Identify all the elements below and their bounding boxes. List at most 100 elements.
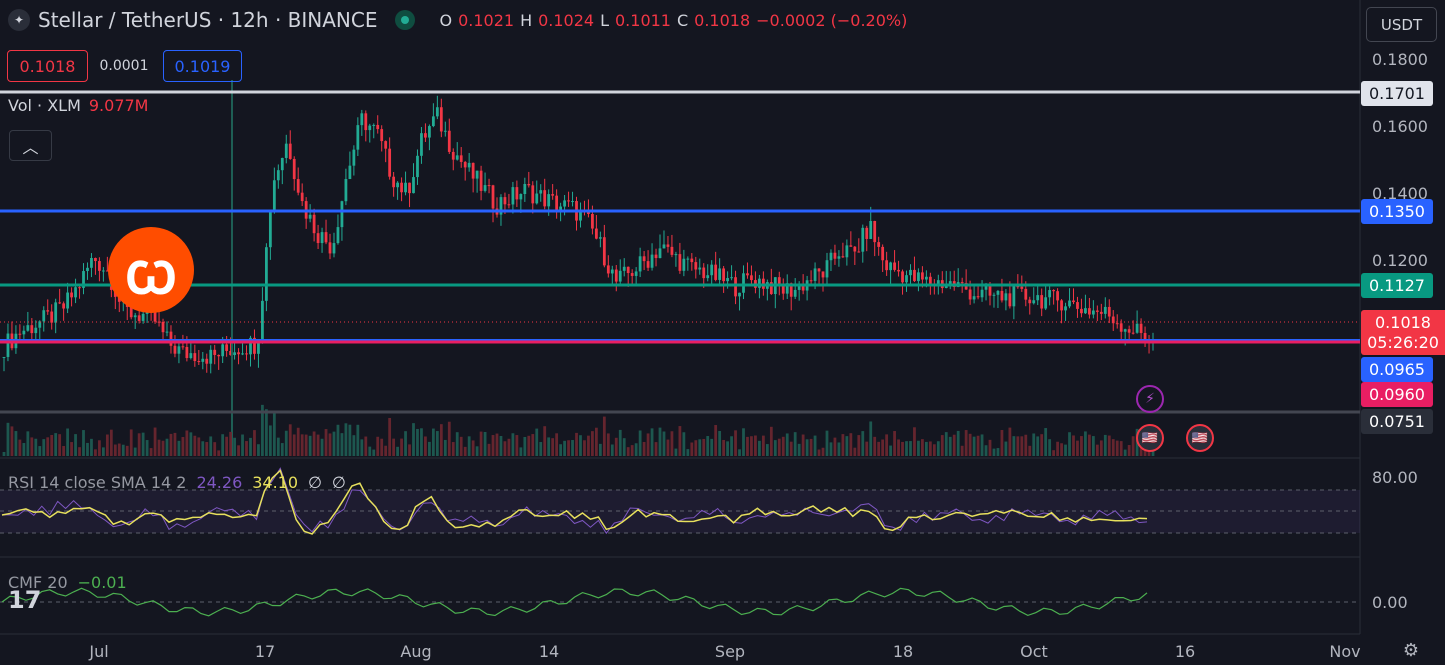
volume-bar [913,427,916,456]
candle-body [853,246,857,252]
candle-body [857,251,861,253]
candle-body [185,347,189,359]
candle-body [881,246,885,261]
volume-bar [869,421,873,456]
candle-body [173,345,177,354]
candle-body [133,315,137,318]
collapse-legend-button[interactable]: ︿ [9,130,52,161]
candle-body [201,358,205,362]
bar-countdown: 05:26:20 [1367,332,1439,352]
volume-bar [674,448,678,456]
candle-body [869,220,873,239]
level-tag-blue-2: 0.0965 [1361,357,1433,382]
us-flag-icon[interactable]: 🇺🇸 [1186,424,1214,452]
candle-body [913,269,916,282]
volume-bar [209,436,213,456]
volume-bar [125,445,129,456]
candle-body [686,258,690,260]
volume-bar [447,421,451,456]
candle-body [101,270,105,272]
volume-bar [575,432,578,456]
volume-bar [10,426,14,456]
lightning-icon[interactable]: ⚡ [1136,385,1164,413]
volume-bar [583,440,586,456]
candle-body [539,190,543,194]
settings-gear-icon[interactable]: ⚙ [1402,639,1420,661]
candle-body [70,292,73,298]
volume-bar [26,431,30,456]
volume-bar [428,441,431,456]
candle-body [467,162,471,168]
candle-body [447,130,451,152]
volume-bar [563,440,566,456]
candle-body [161,321,165,333]
candle-body [332,243,336,254]
volume-bar [98,440,101,456]
volume-bar [594,427,598,456]
us-flag-icon[interactable]: 🇺🇸 [1136,424,1164,452]
volume-bar [1044,428,1048,456]
volume-bar [956,430,960,456]
candle-body [376,124,380,130]
candle-body [694,262,698,270]
symbol-title[interactable]: Stellar / TetherUS · 12h · BINANCE [38,8,378,32]
buy-button[interactable]: 0.1019 [163,50,242,82]
candle-body [221,344,225,357]
candle-body [463,161,467,168]
volume-bar [1004,441,1008,456]
price-axis-label: 0.1800 [1372,50,1428,69]
candle-body [344,179,348,202]
volume-bar [1099,440,1103,456]
volume-bar [1119,441,1123,456]
candle-body [531,185,535,204]
candle-body [1143,332,1147,340]
candle-body [372,124,376,126]
volume-bar [789,441,793,456]
volume-bar [261,404,264,456]
spread-value: 0.0001 [99,58,149,74]
candle-body [336,227,340,244]
volume-bar [74,434,77,456]
candle-body [972,296,976,300]
volume-bar [992,448,996,456]
volume-bar [376,436,380,456]
volume-bar [300,434,304,456]
candle-body [1056,291,1059,301]
volume-bar [101,447,105,456]
volume-bar [193,435,197,456]
volume-bar [1064,444,1067,456]
candle-body [670,246,674,255]
volume-bar [400,438,403,456]
candle-body [197,361,201,363]
currency-selector[interactable]: USDT [1366,7,1437,42]
candle-body [646,261,650,268]
tradingview-logo-icon[interactable]: 17 [8,586,42,614]
volume-bar [650,428,654,456]
price-axis-label: 0.1600 [1372,117,1428,136]
candle-body [555,195,559,211]
volume-bar [491,435,495,456]
candle-body [284,143,288,158]
volume-bar [109,429,113,456]
volume-bar [1088,434,1091,456]
candle-body [78,287,81,289]
volume-bar [6,422,10,456]
candle-body [968,289,972,300]
volume-bar [344,423,348,456]
candle-body [424,133,427,138]
volume-bar [642,441,646,456]
sell-button[interactable]: 0.1018 [7,50,88,82]
volume-bar [567,440,570,456]
volume-bar [487,443,491,456]
candle-body [666,244,670,247]
volume-bar [996,448,1000,456]
volume-bar [551,438,555,456]
candle-body [507,204,511,206]
volume-bar [606,433,610,456]
candle-body [352,149,356,166]
candle-body [193,353,197,362]
candle-body [1103,306,1107,314]
candle-body [459,155,463,162]
candle-body [1020,286,1024,289]
